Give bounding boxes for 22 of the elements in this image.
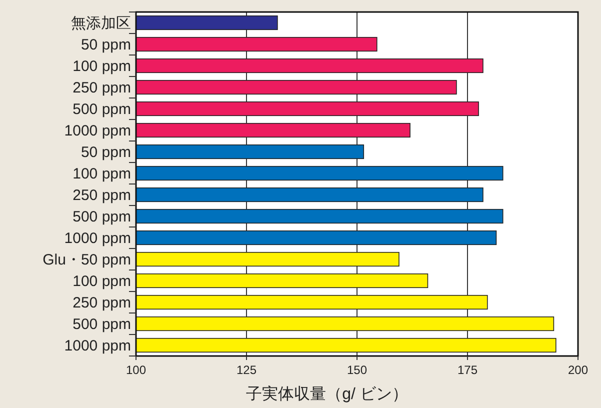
y-tick-label: 500 ppm: [72, 100, 131, 118]
y-tick-label: 250 ppm: [72, 79, 131, 96]
y-tick-label: 50 ppm: [80, 36, 131, 54]
x-tick-label: 150: [346, 363, 368, 377]
y-tick-label: 100 ppm: [72, 272, 131, 290]
y-tick-label: 250 ppm: [72, 294, 131, 312]
x-tick-label: 175: [457, 363, 478, 377]
y-tick-label: 無添加区: [71, 14, 131, 32]
x-tick-label: 125: [236, 363, 257, 377]
y-tick-label: 500 ppm: [72, 208, 131, 226]
y-tick-label: 100 ppm: [72, 58, 131, 75]
y-tick-label: Glu・50 ppm: [42, 251, 131, 268]
y-tick-label: 1000 ppm: [64, 122, 131, 140]
y-tick-label: 500 ppm: [72, 316, 131, 333]
x-tick-label: 100: [126, 363, 146, 377]
x-axis-title: 子実体収量（g/ ビン）: [246, 385, 408, 403]
y-tick-label: 1000 ppm: [64, 337, 131, 354]
y-tick-label: 100 ppm: [72, 165, 131, 182]
y-tick-label: 50 ppm: [80, 144, 131, 161]
x-tick-label: 200: [568, 363, 588, 377]
y-tick-label: 250 ppm: [72, 186, 131, 204]
y-tick-label: 1000 ppm: [64, 230, 131, 247]
